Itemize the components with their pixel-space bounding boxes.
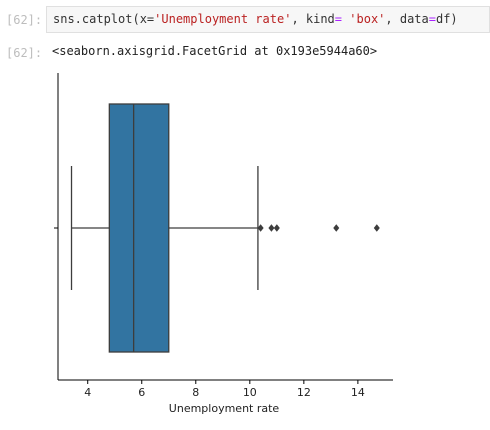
outlier-point xyxy=(268,224,275,232)
code-operator: = xyxy=(334,12,343,26)
x-axis-label: Unemployment rate xyxy=(169,402,280,415)
code-string: 'box' xyxy=(349,12,386,26)
code-token: df) xyxy=(435,12,458,26)
x-tick-label: 10 xyxy=(243,386,257,399)
chart-marks xyxy=(70,103,380,353)
x-tick-label: 6 xyxy=(138,386,145,399)
outlier-point xyxy=(257,224,264,232)
x-tick-label: 8 xyxy=(192,386,199,399)
code-token: , data xyxy=(385,12,429,26)
code-string: 'Unemployment rate' xyxy=(154,12,292,26)
code-token: , kind xyxy=(291,12,335,26)
outlier-point xyxy=(373,224,380,232)
x-tick-label: 12 xyxy=(297,386,311,399)
x-tick-label: 14 xyxy=(351,386,365,399)
output-prompt: [62]: xyxy=(6,46,43,60)
outlier-point xyxy=(333,224,340,232)
chart-axes: 4 6 8 10 12 14 xyxy=(54,73,393,399)
box-iqr xyxy=(108,103,170,353)
output-text: <seaborn.axisgrid.FacetGrid at 0x193e594… xyxy=(52,44,378,58)
code-token: sns.catplot(x= xyxy=(53,12,155,26)
code-operator: = xyxy=(428,12,436,26)
input-prompt: [62]: xyxy=(6,13,43,27)
code-editor[interactable]: sns.catplot(x='Unemployment rate', kind=… xyxy=(46,6,490,33)
outlier-point xyxy=(273,224,280,232)
x-tick-label: 4 xyxy=(84,386,91,399)
